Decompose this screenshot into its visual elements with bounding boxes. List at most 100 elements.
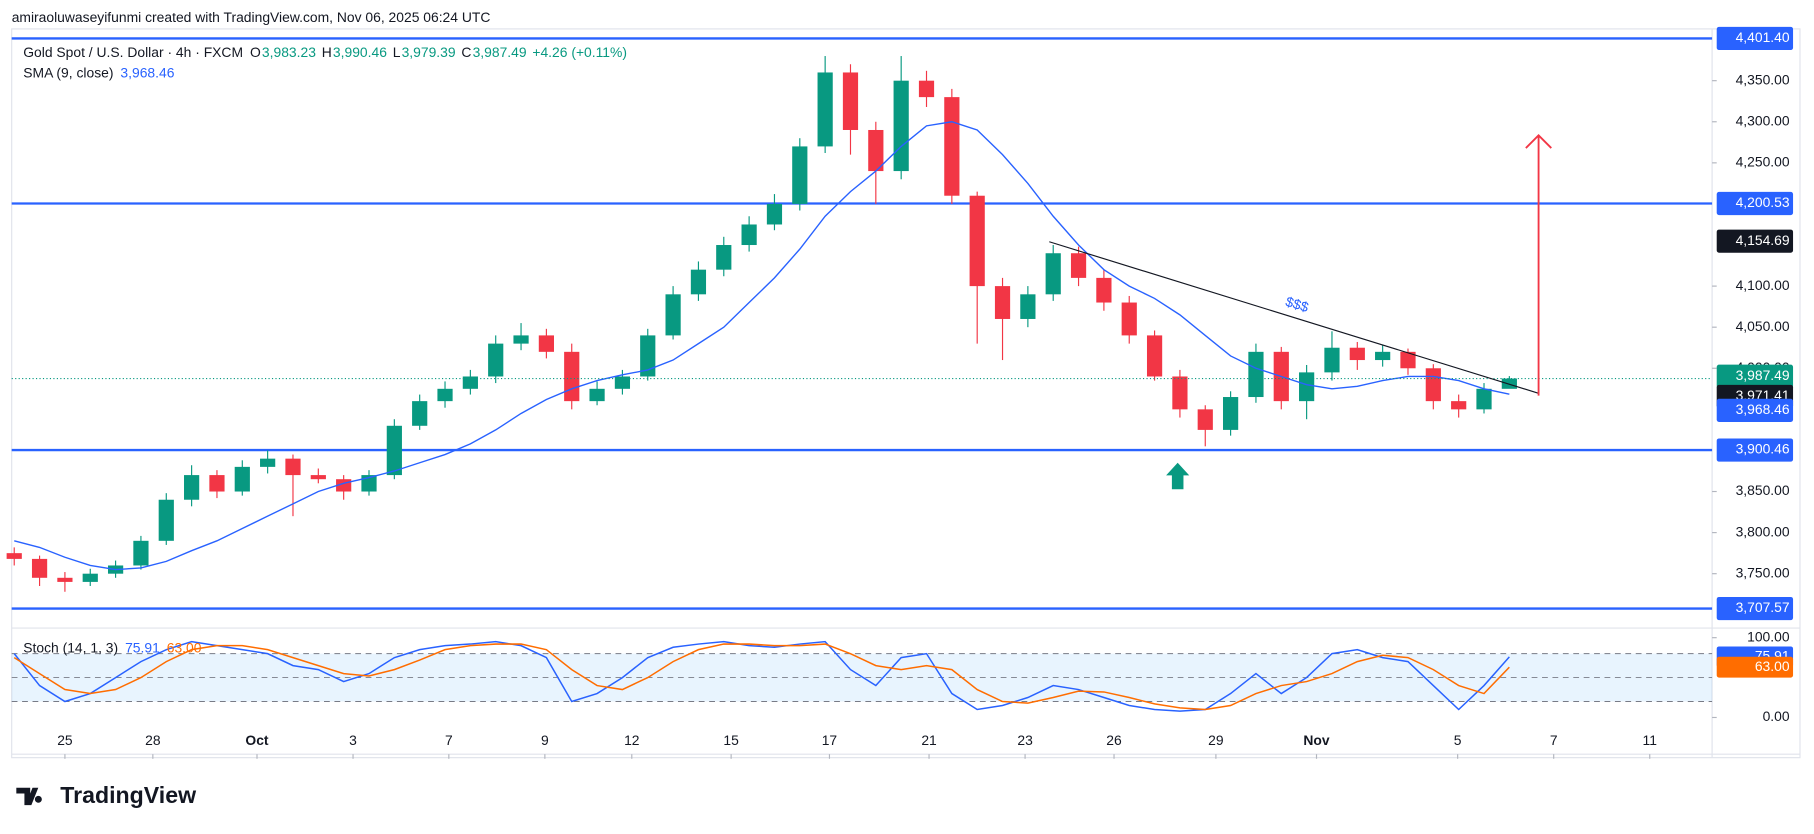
- level-tag-label: 4,200.53: [1736, 194, 1790, 210]
- level-tag-label: 3,900.46: [1736, 441, 1790, 457]
- candle-body: [1324, 347, 1340, 373]
- candle-body: [234, 466, 250, 492]
- brand-name: TradingView: [60, 782, 197, 808]
- candle-body: [209, 475, 225, 492]
- sma-legend: SMA (9, close): [23, 65, 113, 81]
- candle-body: [1476, 388, 1492, 410]
- target-arrow: [1525, 134, 1552, 396]
- candle-body: [412, 401, 428, 426]
- candle-body: [386, 425, 402, 476]
- price-tag: [1716, 229, 1794, 253]
- x-tick-label: 5: [1454, 732, 1462, 748]
- candle-body: [1070, 253, 1087, 278]
- x-tick-label: Nov: [1303, 732, 1329, 748]
- candle-body: [817, 72, 833, 147]
- y-tick-label: 3,800.00: [1736, 523, 1790, 539]
- candle-body: [1096, 277, 1112, 303]
- ohlc-key: O: [250, 44, 261, 60]
- candle-body: [57, 577, 73, 582]
- candle-body: [437, 388, 453, 402]
- candle-body: [842, 72, 859, 130]
- chart-frame: [11, 28, 1801, 759]
- candle-body: [614, 376, 631, 389]
- x-tick-label: 28: [145, 732, 161, 748]
- level-tag: [1716, 26, 1794, 51]
- candle-body: [868, 129, 884, 172]
- candle-body: [184, 475, 200, 500]
- price-tag: [1716, 364, 1794, 388]
- candle-body: [462, 376, 478, 389]
- candle-body: [538, 335, 554, 352]
- x-tick-label: 7: [445, 732, 453, 748]
- x-tick-label: 9: [541, 732, 549, 748]
- candle-body: [690, 269, 707, 295]
- candle-body: [1020, 294, 1036, 319]
- y-tick-label: 4,300.00: [1736, 112, 1790, 128]
- candle-body: [1349, 347, 1365, 361]
- candle-body: [918, 80, 935, 98]
- x-tick-label: 21: [921, 732, 937, 748]
- ohlc-key: L: [393, 44, 401, 60]
- level-tag: [1716, 191, 1794, 216]
- y-tick-label: 4,050.00: [1736, 318, 1790, 334]
- x-tick-label: 23: [1017, 732, 1033, 748]
- stoch-y-tick-label: 100.00: [1747, 628, 1790, 644]
- candle-body: [716, 245, 732, 270]
- candle-body: [158, 499, 174, 541]
- candle-body: [1045, 253, 1061, 295]
- candle-body: [1172, 376, 1188, 410]
- stoch-tag-label: 63.00: [1755, 658, 1790, 674]
- x-tick-label: 11: [1643, 732, 1658, 748]
- ohlc-change: +4.26 (+0.11%): [532, 44, 627, 60]
- sma-line: [14, 121, 1510, 571]
- candle-body: [994, 286, 1011, 319]
- x-tick-label: 17: [822, 732, 838, 748]
- y-tick-label: 3,850.00: [1736, 482, 1790, 498]
- stoch-y-tick-label: 0.00: [1763, 708, 1790, 724]
- candle-body: [1222, 397, 1239, 430]
- level-tag: [1716, 438, 1794, 462]
- price-tag-label: 4,154.69: [1736, 232, 1790, 248]
- x-tick-label: 29: [1208, 732, 1224, 748]
- candle-body: [1425, 368, 1441, 402]
- candle-body: [766, 203, 783, 225]
- symbol-title: Gold Spot / U.S. Dollar · 4h · FXCM: [23, 44, 243, 60]
- candle-body: [893, 80, 909, 172]
- stoch-line: [13, 643, 1510, 711]
- level-tag-label: 3,707.57: [1736, 599, 1790, 615]
- ohlc-value: 3,990.46: [333, 44, 387, 60]
- candle-body: [310, 475, 326, 480]
- annotation: $$$: [1284, 293, 1311, 315]
- candle-body: [513, 335, 529, 344]
- x-tick-label: 26: [1106, 732, 1122, 748]
- level-tag-label: 4,401.40: [1736, 29, 1790, 45]
- candle-body: [1451, 401, 1467, 410]
- candle-body: [1248, 351, 1264, 398]
- candle-body: [1375, 351, 1391, 361]
- candle-body: [285, 458, 301, 476]
- candle-body: [82, 573, 98, 582]
- ohlc-key: H: [322, 44, 332, 60]
- green-arrow: [1166, 462, 1190, 490]
- y-tick-label: 4,100.00: [1736, 277, 1790, 293]
- y-tick-label: 3,750.00: [1736, 564, 1790, 580]
- candle-body: [260, 458, 276, 467]
- x-tick-label: 25: [57, 732, 73, 748]
- candle-body: [1146, 335, 1163, 377]
- price-tag-label: 3,987.49: [1736, 367, 1790, 383]
- x-tick-label: 15: [723, 732, 739, 748]
- ohlc-value: 3,983.23: [262, 44, 316, 60]
- candle-body: [133, 540, 149, 566]
- candle-body: [488, 343, 504, 377]
- candle-body: [1121, 302, 1137, 336]
- ohlc-key: C: [461, 44, 471, 60]
- x-tick-label: 7: [1550, 732, 1558, 748]
- candle-body: [564, 351, 580, 402]
- level-tag: [1716, 596, 1794, 621]
- stoch-legend-value: 75.91: [125, 640, 160, 656]
- sma-legend-value: 3,968.46: [120, 65, 174, 81]
- x-tick-label: 3: [349, 732, 357, 748]
- stoch-legend-value: 63.00: [167, 640, 202, 656]
- candle-body: [944, 97, 960, 196]
- candle-body: [665, 294, 681, 336]
